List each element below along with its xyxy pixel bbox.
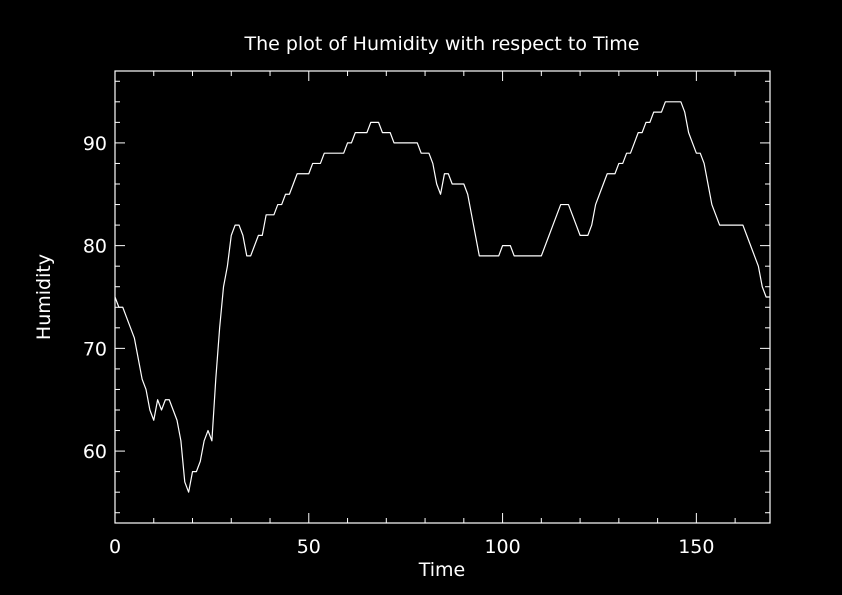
axis-tick-labels: 0 50 100 150 60 70 80 90 <box>83 133 715 558</box>
axis-ticks <box>114 71 770 523</box>
x-tick-label: 0 <box>109 536 121 558</box>
x-tick-label: 50 <box>297 536 321 558</box>
y-tick-label: 90 <box>83 133 107 155</box>
y-tick-label: 60 <box>83 441 107 463</box>
plot-frame <box>114 70 771 524</box>
x-tick-label: 100 <box>484 536 520 558</box>
chart-title: The plot of Humidity with respect to Tim… <box>243 33 639 55</box>
y-tick-label: 80 <box>83 236 107 258</box>
x-axis-label: Time <box>418 559 466 581</box>
x-tick-label: 150 <box>678 536 714 558</box>
humidity-series-line <box>115 101 770 493</box>
y-axis-label: Humidity <box>33 254 55 340</box>
y-tick-label: 70 <box>83 338 107 360</box>
